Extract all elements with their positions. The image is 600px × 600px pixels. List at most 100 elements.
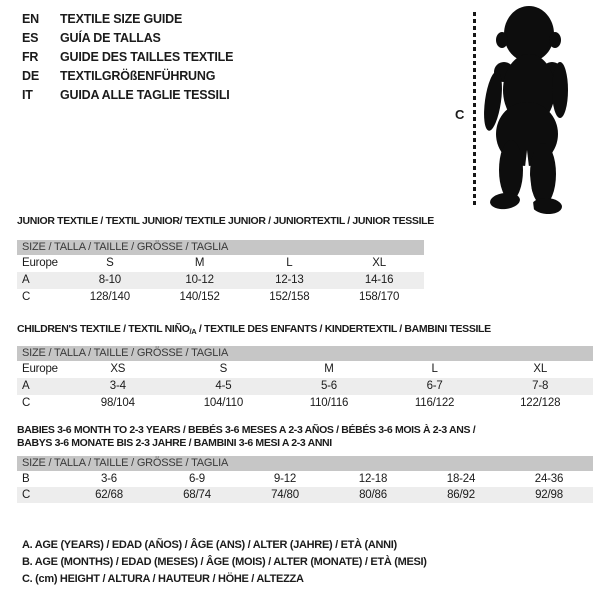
table-row: B 3-6 6-9 9-12 12-18 18-24 24-36 [17,471,593,487]
table-cell: 7-8 [532,380,549,392]
table-cell: 122/128 [520,397,561,409]
section-children: CHILDREN'S TEXTILE / TEXTIL NIÑO/A / TEX… [17,323,593,412]
table-row: Europe S M L XL [17,255,424,272]
table-cell: 12-18 [358,473,388,485]
row-label: C [22,291,31,303]
table-title-subscript: /A [189,327,197,336]
row-label: C [22,489,31,501]
table-title: BABIES 3-6 MONTH TO 2-3 YEARS / BEBÉS 3-… [17,424,593,450]
row-label: Europe [22,363,58,375]
table-cell: S [219,363,228,375]
legend-line-c: C. (cm) HEIGHT / ALTURA / HAUTEUR / HÖHE… [22,573,304,585]
measure-label-c: C [455,107,465,122]
size-table-children: SIZE / TALLA / TAILLE / GRÖSSE / TAGLIA … [17,346,593,412]
table-cell: XS [110,363,126,375]
table-cell: XL [372,257,386,269]
table-cell: 98/104 [100,397,135,409]
table-cell: L [431,363,438,375]
lang-title: TEXTILE SIZE GUIDE [60,11,183,26]
table-cell: 116/122 [414,397,455,409]
table-title: JUNIOR TEXTILE / TEXTIL JUNIOR/ TEXTILE … [17,215,434,228]
table-header: SIZE / TALLA / TAILLE / GRÖSSE / TAGLIA [17,240,424,255]
table-row: C 98/104 104/110 110/116 116/122 122/128 [17,395,593,412]
table-cell: 74/80 [271,489,299,501]
table-cell: 3-6 [100,473,118,485]
table-title-text: / TEXTILE DES ENFANTS / KINDERTEXTIL / B… [196,323,491,335]
table-cell: 6-7 [426,380,443,392]
table-row: C 62/68 68/74 74/80 80/86 86/92 92/98 [17,487,593,503]
table-cell: 158/170 [359,291,400,303]
table-cell: L [286,257,293,269]
table-title-line1: BABIES 3-6 MONTH TO 2-3 YEARS / BEBÉS 3-… [17,424,476,436]
table-cell: 12-13 [275,274,304,286]
table-cell: 6-9 [188,473,206,485]
table-cell: 8-10 [98,274,121,286]
table-cell: 5-6 [320,380,337,392]
table-cell: 128/140 [89,291,130,303]
table-cell: 3-4 [109,380,126,392]
table-header: SIZE / TALLA / TAILLE / GRÖSSE / TAGLIA [17,346,593,361]
lang-row-es: ES GUÍA DE TALLAS [22,28,233,47]
height-dotted-line [473,12,476,208]
lang-code: DE [22,68,39,83]
table-cell: M [194,257,205,269]
table-cell: 24-36 [534,473,564,485]
table-cell: 68/74 [183,489,211,501]
table-body: Europe XS S M L XL A 3-4 4-5 5-6 6-7 7-8 C 98/104 104/… [17,361,593,412]
table-cell: 110/116 [309,397,349,409]
lang-code: EN [22,11,39,26]
lang-title: GUIDA ALLE TAGLIE TESSILI [60,87,230,102]
table-cell: XL [533,363,548,375]
row-label: B [22,473,30,485]
lang-row-it: IT GUIDA ALLE TAGLIE TESSILI [22,85,233,104]
lang-code: ES [22,30,39,45]
lang-code: FR [22,49,39,64]
baby-silhouette-icon [484,6,568,214]
language-title-list: EN TEXTILE SIZE GUIDE ES GUÍA DE TALLAS … [22,9,233,104]
table-body: Europe S M L XL A 8-10 10-12 12-13 14-16 C 128/140 1… [17,255,424,306]
section-junior: JUNIOR TEXTILE / TEXTIL JUNIOR/ TEXTILE … [17,215,434,306]
table-row: A 3-4 4-5 5-6 6-7 7-8 [17,378,593,395]
row-label: C [22,397,31,409]
table-cell: 152/158 [269,291,310,303]
lang-row-en: EN TEXTILE SIZE GUIDE [22,9,233,28]
table-row: A 8-10 10-12 12-13 14-16 [17,272,424,289]
legend-line-a: A. AGE (YEARS) / EDAD (AÑOS) / ÂGE (ANS)… [22,539,397,551]
table-row: Europe XS S M L XL [17,361,593,378]
legend-line-b: B. AGE (MONTHS) / EDAD (MESES) / ÂGE (MO… [22,556,427,568]
row-label: Europe [22,257,58,269]
table-cell: S [106,257,114,269]
section-babies: BABIES 3-6 MONTH TO 2-3 YEARS / BEBÉS 3-… [17,424,593,503]
table-cell: 4-5 [215,380,232,392]
table-header: SIZE / TALLA / TAILLE / GRÖSSE / TAGLIA [17,456,593,471]
table-cell: 80/86 [359,489,387,501]
table-body: B 3-6 6-9 9-12 12-18 18-24 24-36 C 62/68 68/74 74/… [17,471,593,503]
table-title-text: CHILDREN'S TEXTILE / TEXTIL NIÑO [17,323,190,335]
table-title-text: JUNIOR TEXTILE / TEXTIL JUNIOR/ TEXTILE … [17,215,434,227]
table-cell: 92/98 [535,489,563,501]
table-cell: 10-12 [185,274,214,286]
lang-code: IT [22,87,33,102]
table-title: CHILDREN'S TEXTILE / TEXTIL NIÑO/A / TEX… [17,323,593,336]
table-cell: 86/92 [447,489,475,501]
size-table-junior: SIZE / TALLA / TAILLE / GRÖSSE / TAGLIA … [17,240,424,306]
lang-title: GUÍA DE TALLAS [60,30,161,45]
table-cell: 140/152 [179,291,220,303]
table-cell: 104/110 [203,397,244,409]
size-table-babies: SIZE / TALLA / TAILLE / GRÖSSE / TAGLIA … [17,456,593,503]
table-cell: 14-16 [364,274,394,286]
table-cell: M [324,363,334,375]
lang-row-de: DE TEXTILGRÖßENFÜHRUNG [22,66,233,85]
table-cell: 62/68 [95,489,123,501]
table-row: C 128/140 140/152 152/158 158/170 [17,289,424,306]
table-cell: 9-12 [273,473,297,485]
table-cell: 18-24 [446,473,476,485]
lang-title: TEXTILGRÖßENFÜHRUNG [60,68,216,83]
measurement-legend: A. AGE (YEARS) / EDAD (AÑOS) / ÂGE (ANS)… [22,537,427,588]
lang-title: GUIDE DES TAILLES TEXTILE [60,49,234,64]
row-label: A [22,274,30,286]
table-title-line2: BABYS 3-6 MONATE BIS 2-3 JAHRE / BAMBINI… [17,437,332,449]
row-label: A [22,380,30,392]
lang-row-fr: FR GUIDE DES TAILLES TEXTILE [22,47,233,66]
